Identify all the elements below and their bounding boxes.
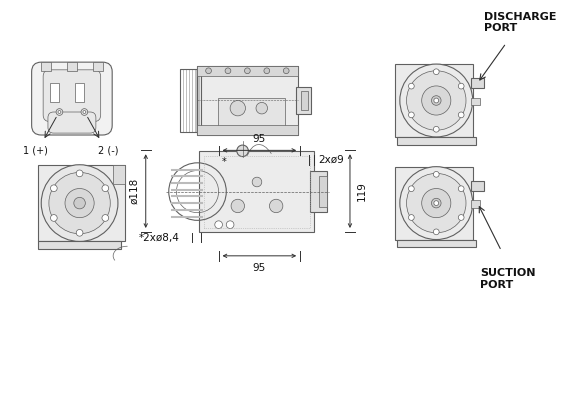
Text: *: *	[222, 157, 227, 167]
Bar	[471, 78, 484, 88]
Bar	[113, 165, 125, 184]
Bar	[197, 66, 298, 135]
Bar	[50, 83, 60, 102]
FancyBboxPatch shape	[32, 62, 112, 135]
Bar	[395, 64, 473, 137]
Circle shape	[50, 214, 57, 221]
Bar	[75, 83, 84, 102]
Circle shape	[225, 68, 231, 74]
Circle shape	[422, 188, 451, 218]
Circle shape	[215, 221, 222, 228]
Text: 2xø9: 2xø9	[318, 155, 344, 165]
Circle shape	[264, 68, 270, 74]
Circle shape	[244, 68, 250, 74]
Text: *2xø8,4: *2xø8,4	[139, 233, 180, 243]
Circle shape	[226, 221, 234, 228]
Bar	[301, 91, 308, 110]
Text: 119: 119	[357, 181, 367, 201]
Bar	[471, 98, 480, 105]
Circle shape	[206, 68, 211, 74]
FancyBboxPatch shape	[48, 112, 96, 133]
FancyBboxPatch shape	[43, 70, 101, 122]
Circle shape	[237, 145, 248, 156]
Bar	[397, 240, 476, 247]
Circle shape	[65, 188, 94, 218]
Circle shape	[231, 199, 244, 213]
Bar	[186, 69, 187, 132]
Bar	[204, 156, 310, 228]
Circle shape	[434, 98, 439, 103]
Circle shape	[431, 96, 441, 105]
Circle shape	[56, 109, 63, 115]
Text: 1 (+): 1 (+)	[23, 146, 48, 156]
Circle shape	[256, 102, 268, 114]
Text: DISCHARGE
PORT: DISCHARGE PORT	[484, 12, 557, 33]
Bar	[395, 167, 473, 240]
Bar	[93, 62, 103, 71]
Text: 95: 95	[253, 262, 266, 272]
Circle shape	[408, 186, 414, 192]
Bar	[41, 62, 51, 71]
Bar	[39, 165, 125, 242]
Bar	[39, 242, 121, 249]
Circle shape	[41, 165, 118, 242]
Bar	[200, 151, 315, 232]
Circle shape	[400, 167, 473, 240]
Circle shape	[284, 68, 289, 74]
Circle shape	[230, 100, 246, 116]
Bar	[189, 69, 191, 132]
Circle shape	[50, 185, 57, 192]
Bar	[471, 181, 484, 191]
Bar	[471, 200, 480, 208]
Circle shape	[458, 214, 464, 220]
Circle shape	[102, 185, 109, 192]
Text: SUCTION
PORT: SUCTION PORT	[480, 268, 536, 290]
Circle shape	[58, 110, 61, 114]
Bar	[183, 69, 184, 132]
Circle shape	[81, 109, 88, 115]
Circle shape	[431, 198, 441, 208]
Circle shape	[407, 71, 466, 130]
Circle shape	[269, 199, 283, 213]
Bar	[296, 87, 311, 114]
Bar	[180, 69, 201, 132]
Bar	[195, 69, 197, 132]
Circle shape	[433, 69, 439, 75]
Bar	[197, 66, 298, 76]
Circle shape	[408, 83, 414, 89]
Circle shape	[102, 214, 109, 221]
Circle shape	[83, 110, 86, 114]
Circle shape	[433, 229, 439, 235]
Circle shape	[422, 86, 451, 115]
Circle shape	[458, 186, 464, 192]
Text: ø118: ø118	[129, 178, 139, 204]
Bar	[67, 62, 77, 71]
Text: 2 (-): 2 (-)	[98, 146, 119, 156]
Circle shape	[74, 197, 86, 209]
Bar	[310, 171, 327, 212]
Bar	[218, 98, 285, 127]
Circle shape	[433, 126, 439, 132]
Circle shape	[458, 112, 464, 118]
Circle shape	[408, 214, 414, 220]
Bar	[192, 69, 193, 132]
Bar	[180, 69, 181, 132]
Bar	[397, 137, 476, 145]
Circle shape	[434, 201, 439, 206]
Circle shape	[433, 172, 439, 177]
Circle shape	[252, 177, 262, 187]
Circle shape	[407, 173, 466, 233]
Circle shape	[408, 112, 414, 118]
Text: 95: 95	[253, 134, 266, 144]
Circle shape	[76, 230, 83, 236]
Circle shape	[400, 64, 473, 137]
Bar	[197, 126, 298, 135]
Bar	[198, 69, 200, 132]
Bar	[319, 176, 327, 207]
Circle shape	[49, 172, 110, 234]
Circle shape	[458, 83, 464, 89]
Circle shape	[76, 170, 83, 177]
